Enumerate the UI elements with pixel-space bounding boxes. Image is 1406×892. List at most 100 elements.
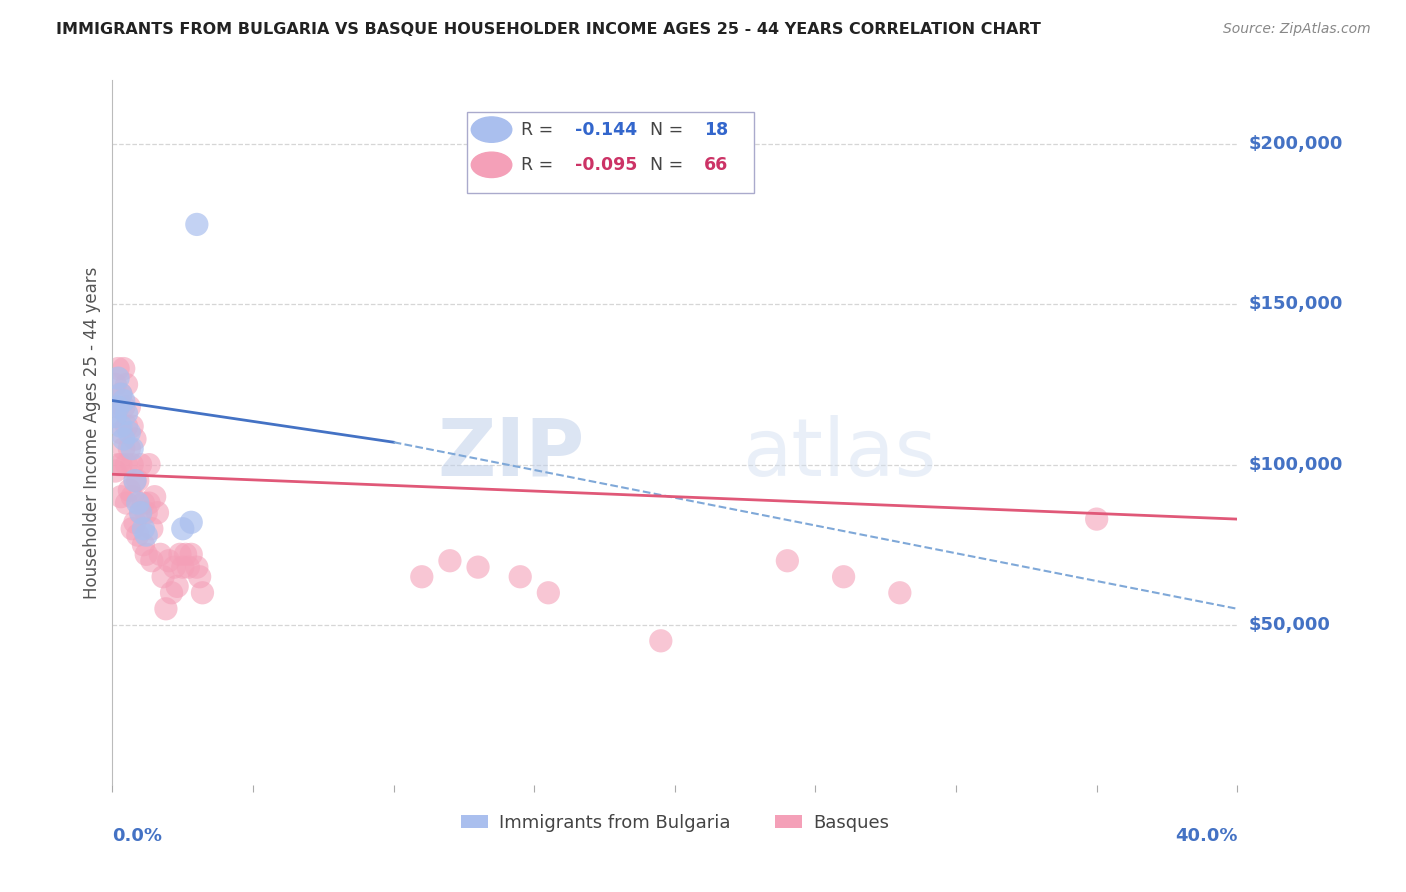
Point: [110, 387, 132, 401]
Point: [127, 474, 149, 488]
Point: [115, 458, 138, 472]
Point: [172, 522, 194, 536]
Point: [124, 474, 146, 488]
Point: [188, 570, 211, 584]
Circle shape: [471, 153, 512, 178]
Point: [191, 586, 214, 600]
Point: [135, 547, 157, 561]
Point: [180, 547, 202, 561]
Point: [169, 547, 191, 561]
Legend: Immigrants from Bulgaria, Basques: Immigrants from Bulgaria, Basques: [453, 807, 897, 839]
Text: $100,000: $100,000: [1249, 456, 1343, 474]
Y-axis label: Householder Income Ages 25 - 44 years: Householder Income Ages 25 - 44 years: [83, 267, 101, 599]
Text: 40.0%: 40.0%: [1175, 827, 1237, 845]
Point: [107, 361, 129, 376]
Point: [174, 547, 197, 561]
Point: [172, 560, 194, 574]
Text: IMMIGRANTS FROM BULGARIA VS BASQUE HOUSEHOLDER INCOME AGES 25 - 44 YEARS CORRELA: IMMIGRANTS FROM BULGARIA VS BASQUE HOUSE…: [56, 22, 1040, 37]
Point: [166, 579, 188, 593]
Point: [650, 633, 672, 648]
Point: [129, 506, 152, 520]
Text: 66: 66: [704, 156, 728, 174]
Point: [121, 522, 143, 536]
Text: N =: N =: [650, 156, 689, 174]
Text: atlas: atlas: [742, 415, 936, 492]
Point: [146, 506, 169, 520]
FancyBboxPatch shape: [467, 112, 754, 193]
Point: [186, 560, 208, 574]
Point: [121, 419, 143, 434]
Point: [115, 406, 138, 420]
Point: [107, 400, 129, 414]
Point: [141, 554, 163, 568]
Point: [467, 560, 489, 574]
Point: [129, 458, 152, 472]
Point: [135, 506, 157, 520]
Text: N =: N =: [650, 120, 689, 138]
Point: [509, 570, 531, 584]
Point: [135, 528, 157, 542]
Point: [124, 516, 146, 530]
Text: -0.144: -0.144: [575, 120, 637, 138]
Point: [138, 496, 160, 510]
Point: [107, 371, 129, 385]
Point: [537, 586, 560, 600]
Point: [132, 538, 155, 552]
Point: [132, 496, 155, 510]
Point: [115, 419, 138, 434]
Point: [889, 586, 911, 600]
Point: [1085, 512, 1108, 526]
Point: [143, 490, 166, 504]
Point: [110, 419, 132, 434]
Point: [104, 409, 127, 424]
Point: [110, 490, 132, 504]
Point: [112, 400, 135, 414]
Point: [112, 393, 135, 408]
Text: Source: ZipAtlas.com: Source: ZipAtlas.com: [1223, 22, 1371, 37]
Point: [112, 442, 135, 456]
Point: [107, 458, 129, 472]
Point: [439, 554, 461, 568]
Point: [160, 586, 183, 600]
Point: [127, 528, 149, 542]
Point: [124, 474, 146, 488]
Point: [104, 464, 127, 478]
Point: [776, 554, 799, 568]
Point: [110, 387, 132, 401]
Point: [115, 496, 138, 510]
Point: [132, 522, 155, 536]
Point: [118, 425, 141, 440]
Point: [112, 432, 135, 446]
Text: $200,000: $200,000: [1249, 136, 1343, 153]
Point: [157, 554, 180, 568]
Text: $50,000: $50,000: [1249, 615, 1330, 634]
Point: [155, 601, 177, 615]
Point: [180, 516, 202, 530]
Point: [149, 547, 172, 561]
Point: [118, 442, 141, 456]
Point: [138, 458, 160, 472]
Point: [127, 496, 149, 510]
Point: [411, 570, 433, 584]
Point: [186, 218, 208, 232]
Point: [110, 458, 132, 472]
Text: 18: 18: [704, 120, 728, 138]
Text: -0.095: -0.095: [575, 156, 637, 174]
Point: [107, 400, 129, 414]
Point: [115, 377, 138, 392]
Point: [152, 570, 174, 584]
Text: $150,000: $150,000: [1249, 295, 1343, 313]
Point: [832, 570, 855, 584]
Text: 0.0%: 0.0%: [112, 827, 163, 845]
Circle shape: [471, 117, 512, 143]
Text: R =: R =: [520, 156, 558, 174]
Point: [163, 560, 186, 574]
Point: [104, 377, 127, 392]
Text: ZIP: ZIP: [437, 415, 585, 492]
Point: [110, 425, 132, 440]
Point: [104, 409, 127, 424]
Point: [177, 560, 200, 574]
Text: R =: R =: [520, 120, 558, 138]
Point: [129, 506, 152, 520]
Point: [141, 522, 163, 536]
